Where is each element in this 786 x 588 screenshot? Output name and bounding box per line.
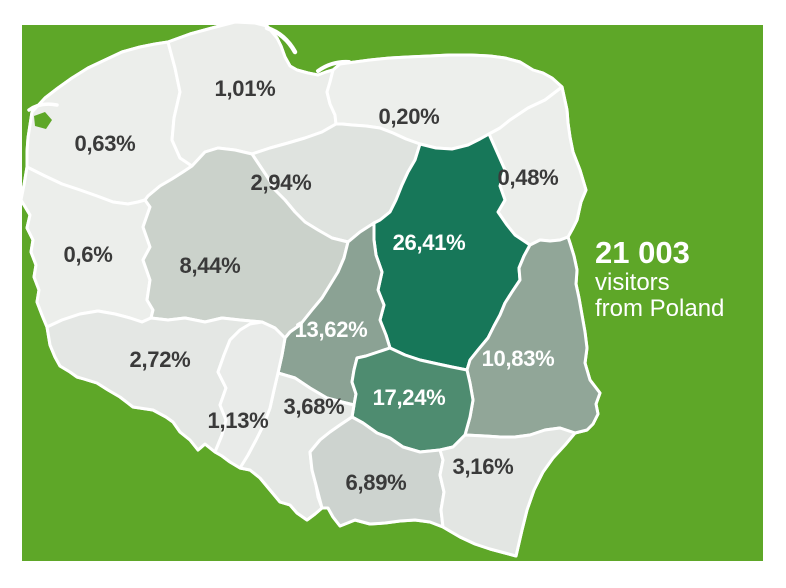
region-label-lubelskie: 10,83% (482, 346, 555, 371)
region-label-podkarpackie: 3,16% (453, 454, 514, 479)
region-label-dolnoslaskie: 2,72% (130, 347, 191, 372)
wolin-island-icon (27, 102, 59, 112)
region-podkarpackie (438, 426, 577, 558)
region-label-malopolskie: 6,89% (346, 470, 407, 495)
region-label-swietokrzyskie: 17,24% (373, 385, 446, 410)
region-label-wielkopolskie: 8,44% (180, 253, 241, 278)
vistula-spit-icon (316, 59, 351, 73)
region-label-zachodniopomorskie: 0,63% (75, 131, 136, 156)
region-labels-layer: 0,63% 1,01% 0,20% 0,48% 2,94% 26,41% 0,6% 8,44%… (64, 76, 559, 495)
coast-details-layer (27, 25, 351, 129)
visitor-caption-line1: visitors (595, 269, 670, 296)
szczecin-lagoon (34, 112, 52, 129)
region-opolskie (213, 320, 287, 470)
visitor-count: 21 003 (595, 235, 690, 270)
region-label-opolskie: 1,13% (208, 408, 269, 433)
hel-peninsula-icon (264, 25, 298, 55)
region-malopolskie (308, 415, 446, 529)
region-label-warminsko-mazurskie: 0,20% (379, 104, 440, 129)
region-label-pomorskie: 1,01% (215, 76, 276, 101)
region-label-lodzkie: 13,62% (295, 317, 368, 342)
region-label-slaskie: 3,68% (284, 394, 345, 419)
region-label-mazowieckie: 26,41% (393, 230, 466, 255)
visitor-caption-line2: from Poland (595, 295, 724, 322)
region-label-podlaskie: 0,48% (498, 165, 559, 190)
regions-layer (19, 20, 602, 558)
region-label-kujawsko-pomorskie: 2,94% (251, 170, 312, 195)
visitor-summary: 21 003 visitors from Poland (595, 235, 724, 322)
region-label-lubuskie: 0,6% (64, 242, 113, 267)
